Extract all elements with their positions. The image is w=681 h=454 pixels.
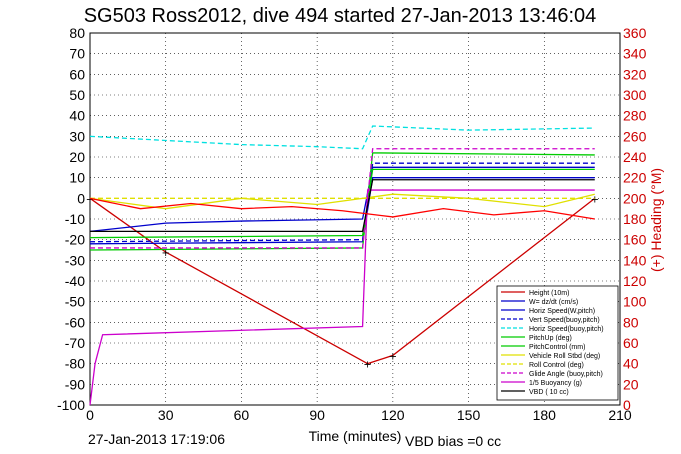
y-tick-label: -30 xyxy=(65,252,85,268)
y-right-tick-label: 160 xyxy=(623,232,647,248)
y-tick-label: -80 xyxy=(65,356,85,372)
legend-box xyxy=(496,285,619,401)
y-tick-label: 20 xyxy=(69,149,85,165)
x-tick-label: 180 xyxy=(533,407,557,423)
legend-label: PitchUp (deg) xyxy=(529,335,572,342)
y-right-tick-label: 360 xyxy=(623,25,647,41)
series-layer: + + + + + xyxy=(86,125,599,406)
y-tick-label: -60 xyxy=(65,314,85,330)
y-right-tick-label: 320 xyxy=(623,66,647,82)
legend-label: Height (10m) xyxy=(529,290,569,297)
y-tick-label: -40 xyxy=(65,273,85,289)
y-tick-label: -50 xyxy=(65,294,85,310)
legend-label: Glide Angle (buoy,pitch) xyxy=(529,371,603,378)
x-tick-label: 90 xyxy=(309,407,325,423)
series-marker: + xyxy=(389,351,397,362)
chart-title: SG503 Ross2012, dive 494 started 27-Jan-… xyxy=(84,5,597,27)
y-tick-label: -10 xyxy=(65,211,85,227)
series-line xyxy=(89,197,595,220)
y-right-tick-label: 260 xyxy=(623,128,647,144)
y-tick-label: -100 xyxy=(57,397,85,413)
y-right-tick-label: 80 xyxy=(623,314,639,330)
y-right-tick-label: 220 xyxy=(623,170,647,186)
plot-frame xyxy=(89,32,621,406)
y-tick-label: 30 xyxy=(69,128,85,144)
y-tick-label: 0 xyxy=(77,190,85,206)
y-right-tick-label: 340 xyxy=(623,46,647,62)
legend-label: 1/5 Buoyancy (g) xyxy=(529,380,582,387)
y-right-tick-label: 40 xyxy=(623,356,639,372)
legend-label: Horiz Speed(W,pitch) xyxy=(529,308,595,315)
footer-vbd-bias: VBD bias =0 cc xyxy=(405,433,501,449)
x-tick-label: 120 xyxy=(381,407,405,423)
series-line xyxy=(89,193,595,210)
series-line xyxy=(89,162,595,243)
y-right-tick-label: 100 xyxy=(623,294,647,310)
x-tick-label: 210 xyxy=(608,407,632,423)
series-marker: + xyxy=(162,248,170,259)
y-right-tick-label: 120 xyxy=(623,273,647,289)
y-tick-label: 70 xyxy=(69,46,85,62)
legend: Height (10m) W= dz/dt (cm/s) Horiz Speed(W… xyxy=(496,285,619,401)
ticks: 0 30 60 90 120 150 180 21080706050403020100-10-… xyxy=(57,25,647,423)
right-axis-label: (+) Heading (°M) xyxy=(648,168,664,272)
y-tick-label: 80 xyxy=(69,25,85,41)
series-marker: + xyxy=(363,360,371,371)
legend-label: Horiz Speed(buoy,pitch) xyxy=(529,326,604,333)
series-line xyxy=(89,177,595,245)
y-tick-label: -20 xyxy=(65,232,85,248)
series-line xyxy=(89,197,596,365)
y-right-tick-label: 0 xyxy=(623,397,631,413)
legend-label: Roll Control (deg) xyxy=(529,362,584,369)
y-right-tick-label: 140 xyxy=(623,252,647,268)
series-marker: + xyxy=(591,194,599,205)
x-tick-label: 60 xyxy=(234,407,250,423)
x-axis-label: Time (minutes) xyxy=(309,428,402,444)
series-line xyxy=(89,189,595,406)
y-right-tick-label: 280 xyxy=(623,108,647,124)
series-line xyxy=(89,125,595,150)
y-tick-label: 40 xyxy=(69,108,85,124)
y-right-tick-label: 20 xyxy=(623,376,639,392)
y-tick-label: 10 xyxy=(69,170,85,186)
legend-label: PitchControl (mm) xyxy=(529,344,585,351)
y-tick-label: -70 xyxy=(65,335,85,351)
series-marker: + xyxy=(86,194,94,205)
legend-label: Vehicle Roll Stbd (deg) xyxy=(529,353,600,360)
x-tick-label: 30 xyxy=(158,407,174,423)
legend-label: W= dz/dt (cm/s) xyxy=(529,299,578,306)
legend-label: Vert Speed(buoy,pitch) xyxy=(529,317,600,324)
x-tick-label: 0 xyxy=(86,407,94,423)
series-line xyxy=(89,166,595,233)
y-right-tick-label: 60 xyxy=(623,335,639,351)
y-right-tick-label: 240 xyxy=(623,149,647,165)
x-tick-label: 150 xyxy=(457,407,481,423)
series-line xyxy=(90,179,595,233)
y-right-tick-label: 300 xyxy=(623,87,647,103)
legend-label: VBD ( 10 cc) xyxy=(529,389,569,396)
y-right-tick-label: 180 xyxy=(623,211,647,227)
y-tick-label: 50 xyxy=(69,87,85,103)
y-right-tick-label: 200 xyxy=(623,190,647,206)
footer-timestamp: 27-Jan-2013 17:19:06 xyxy=(88,431,225,447)
y-tick-label: -90 xyxy=(65,376,85,392)
y-tick-label: 60 xyxy=(69,66,85,82)
